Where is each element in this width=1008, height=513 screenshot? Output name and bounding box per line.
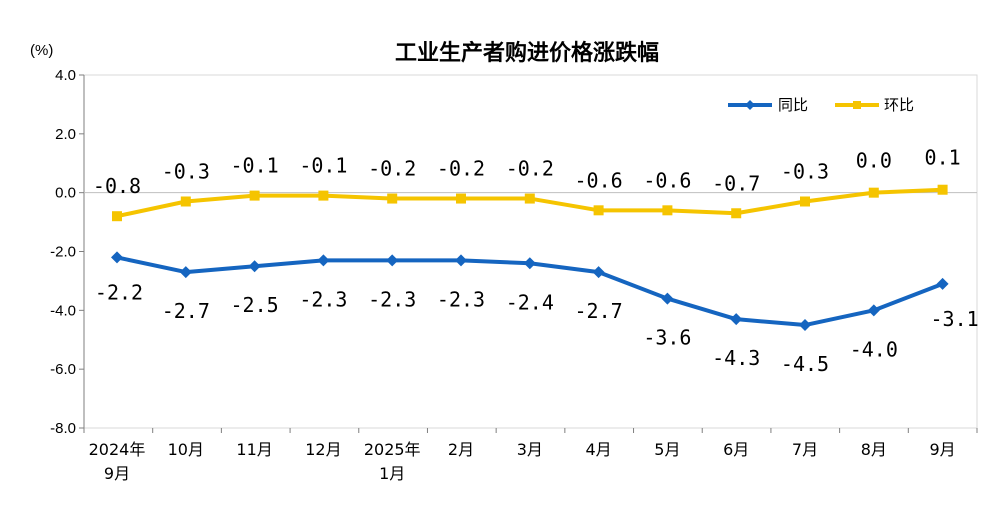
- x-tick-label: 2025年 1月: [364, 440, 421, 483]
- x-tick-label: 7月: [792, 440, 818, 459]
- data-point: [937, 184, 948, 195]
- data-point: [867, 304, 880, 317]
- data-point: [592, 266, 605, 279]
- data-label: -0.3: [162, 159, 210, 183]
- data-label: -2.3: [299, 287, 347, 311]
- data-point: [111, 251, 123, 264]
- data-point: [523, 257, 536, 270]
- data-label: -4.5: [781, 352, 829, 376]
- chart-title: 工业生产者购进价格涨跌幅: [395, 40, 659, 66]
- y-tick-label: -8.0: [50, 420, 76, 437]
- x-tick-label: 2月: [448, 440, 474, 459]
- legend-marker: [745, 100, 755, 110]
- legend-item: 环比: [835, 96, 914, 114]
- data-point: [249, 190, 260, 201]
- y-tick-label: -6.0: [50, 361, 76, 378]
- data-label: -0.6: [643, 168, 691, 192]
- data-label: -4.0: [850, 337, 898, 361]
- data-label: -4.3: [712, 346, 760, 370]
- data-label: -0.1: [299, 154, 347, 178]
- y-tick-label: -4.0: [50, 302, 76, 319]
- data-label: -0.3: [781, 159, 829, 183]
- data-label: -2.7: [162, 299, 210, 323]
- x-tick-label: 6月: [723, 440, 749, 459]
- series-yoy: -2.2 -2.7 -2.5 -2.3 -2.3 -2.3 -2.4 -2.7 -3.6 -4.3…: [95, 251, 979, 376]
- data-point: [387, 193, 398, 204]
- y-axis: 4.0 2.0 0.0 -2.0 -4.0 -6.0 -8.0: [50, 67, 85, 437]
- data-label: -2.5: [231, 293, 279, 317]
- data-label: -2.3: [368, 287, 416, 311]
- data-point: [455, 254, 467, 267]
- x-tick-label: 2024年 9月: [89, 440, 146, 483]
- plot-area-border: [83, 74, 978, 429]
- data-label: -2.3: [437, 287, 485, 311]
- legend-label: 同比: [778, 96, 808, 114]
- data-label: -0.8: [93, 174, 141, 198]
- data-point: [386, 254, 399, 267]
- legend: 同比 环比: [728, 96, 914, 114]
- data-label: -0.6: [575, 168, 623, 192]
- y-tick-label: 2.0: [55, 126, 76, 143]
- y-tick-label: 0.0: [55, 185, 76, 202]
- series-layer: -2.2 -2.7 -2.5 -2.3 -2.3 -2.3 -2.4 -2.7 -3.6 -4.3…: [93, 146, 979, 376]
- legend-label: 环比: [884, 96, 914, 114]
- x-tick-label: 9月: [930, 440, 956, 459]
- legend-marker: [853, 101, 861, 109]
- data-point: [800, 196, 810, 207]
- x-tick-label: 11月: [236, 440, 272, 459]
- data-label: -2.7: [575, 299, 623, 323]
- y-tick-label: -2.0: [50, 244, 76, 261]
- data-point: [524, 193, 535, 204]
- data-point: [112, 211, 122, 222]
- data-point: [661, 292, 674, 305]
- data-label: -0.2: [437, 157, 485, 181]
- x-tick-label: 8月: [861, 440, 887, 459]
- legend-item: 同比: [728, 96, 808, 114]
- y-axis-unit: (%): [30, 42, 53, 59]
- data-point: [317, 254, 330, 267]
- x-tick-label: 3月: [517, 440, 543, 459]
- x-axis: 2024年 9月 10月 11月 12月 2025年 1月 2月 3月 4月 5月 6月 7月 8月 9月: [83, 192, 978, 483]
- data-label: -2.4: [506, 290, 554, 314]
- data-point: [593, 205, 604, 216]
- data-point: [936, 277, 949, 290]
- data-label: 0.1: [925, 146, 961, 170]
- data-label: -0.1: [231, 154, 279, 178]
- x-tick-label: 4月: [586, 440, 612, 459]
- data-label: 0.0: [856, 149, 892, 173]
- x-tick-label: 12月: [305, 440, 341, 459]
- data-label: -3.1: [931, 307, 979, 331]
- data-point: [180, 196, 191, 207]
- series-mom: -0.8 -0.3 -0.1 -0.1 -0.2 -0.2 -0.2 -0.6 -0.6 -0.7…: [93, 146, 961, 222]
- data-label: -3.6: [643, 326, 691, 350]
- data-point: [456, 193, 466, 204]
- data-label: -0.2: [506, 157, 554, 181]
- data-point: [179, 266, 192, 279]
- data-point: [662, 205, 673, 216]
- data-point: [318, 190, 329, 201]
- y-tick-label: 4.0: [55, 67, 76, 84]
- data-point: [730, 313, 743, 326]
- data-point: [799, 319, 811, 332]
- data-label: -0.2: [368, 157, 416, 181]
- data-point: [868, 187, 879, 198]
- x-tick-label: 5月: [654, 440, 680, 459]
- data-point: [731, 208, 742, 219]
- data-label: -2.2: [95, 280, 143, 304]
- data-label: -0.7: [712, 171, 760, 195]
- data-point: [248, 260, 261, 273]
- x-tick-label: 10月: [168, 440, 204, 459]
